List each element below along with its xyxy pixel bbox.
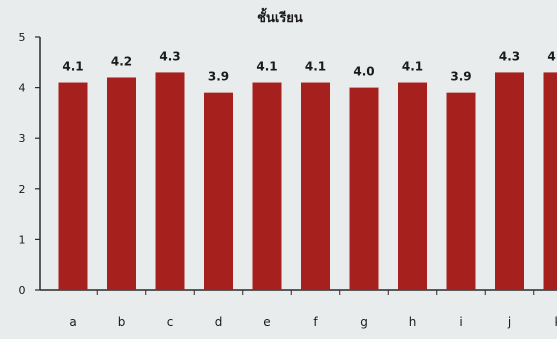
x-tick-label: g (360, 315, 368, 329)
x-tick-label: j (507, 315, 511, 329)
data-label: 4.3 (547, 49, 557, 63)
y-tick-label: 4 (19, 82, 26, 95)
x-tick-label: a (69, 315, 76, 329)
x-tick-label: f (313, 315, 318, 329)
bar-k (544, 72, 557, 290)
bar-c (156, 72, 185, 290)
x-tick-label: e (263, 315, 270, 329)
data-label: 4.1 (402, 60, 423, 74)
y-tick-label: 2 (19, 183, 26, 196)
data-label: 3.9 (208, 70, 229, 84)
data-label: 4.1 (256, 60, 277, 74)
axes-group: 0 1 2 3 4 5 (19, 31, 557, 297)
bar-i (447, 93, 476, 290)
bar-f (301, 83, 330, 290)
bar-e (253, 83, 282, 290)
y-tick-label: 0 (19, 284, 26, 297)
bar-g (350, 88, 379, 290)
data-label: 4.3 (159, 49, 180, 63)
data-label: 4.0 (353, 65, 374, 79)
data-label: 3.9 (450, 70, 471, 84)
bar-b (107, 77, 136, 290)
data-label: 4.2 (111, 54, 132, 68)
data-label: 4.3 (499, 49, 520, 63)
x-tick-label: c (167, 315, 174, 329)
chart-title: ชั้นเรียน (257, 7, 303, 26)
bar-d (204, 93, 233, 290)
bar-a (59, 83, 88, 290)
bars-group (59, 72, 557, 290)
x-tick-label: i (459, 315, 462, 329)
bar-j (495, 72, 524, 290)
data-label: 4.1 (305, 60, 326, 74)
x-tick-label: d (215, 315, 223, 329)
x-tick-label: b (118, 315, 126, 329)
y-tick-label: 5 (19, 31, 26, 44)
bar-h (398, 83, 427, 290)
data-label: 4.1 (62, 60, 83, 74)
y-tick-label: 1 (19, 233, 26, 246)
x-tick-label: h (409, 315, 417, 329)
y-tick-label: 3 (19, 132, 26, 145)
